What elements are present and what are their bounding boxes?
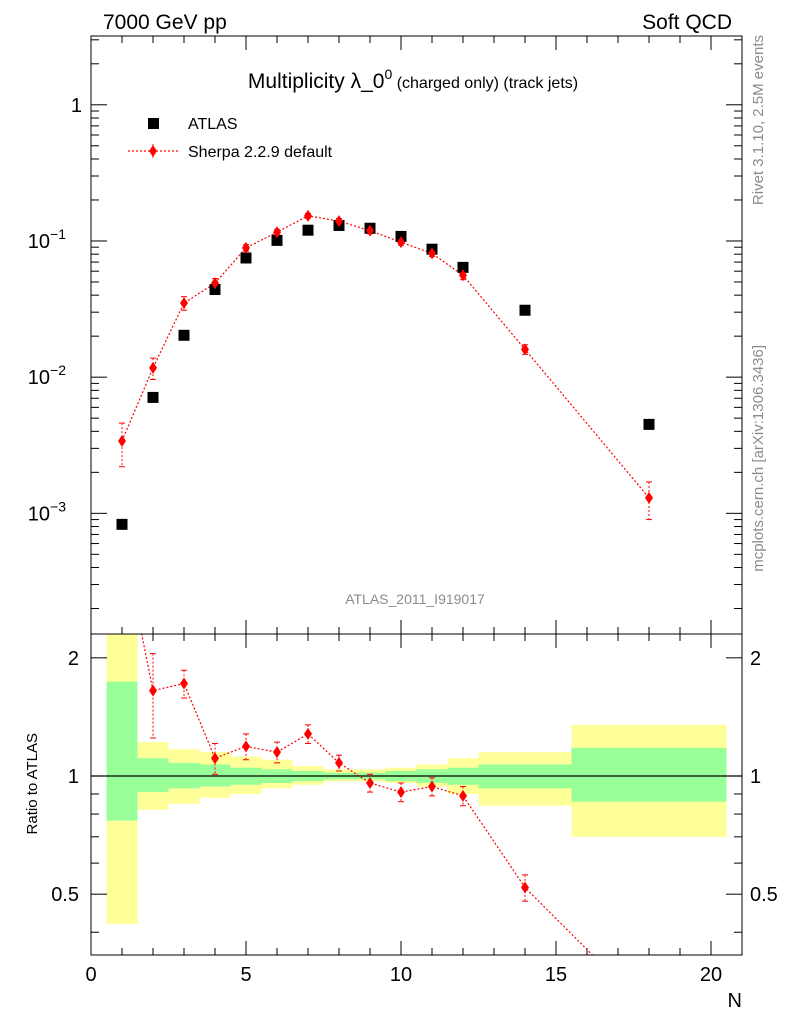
legend-atlas-label: ATLAS [188,116,238,133]
ratio-panel [91,634,742,955]
ratio-data-point [521,881,529,894]
x-tick-label: 0 [85,964,96,986]
atlas-data-point [209,284,221,296]
sherpa-data-point [149,361,157,374]
ratio-data-point [242,740,250,753]
analysis-label: ATLAS_2011_I919017 [345,591,485,607]
sherpa-data-point [645,491,653,504]
legend-sherpa-marker [149,145,157,157]
sherpa-data-point [242,241,250,254]
ratio-data-point [180,677,188,690]
ratio-y-tick-label-left: 0.5 [51,884,79,906]
x-tick-label: 5 [240,964,251,986]
sherpa-data-point [335,215,343,228]
ratio-data-point [335,756,343,769]
ratio-y-tick-label-right: 0.5 [750,884,778,906]
chart-title-superscript: 0 [384,66,392,82]
ratio-data-point [459,789,467,802]
legend: ATLAS Sherpa 2.2.9 default [128,116,333,161]
ratio-data-point [366,776,374,789]
ratio-data-point [273,746,281,759]
mcplots-label: mcplots.cern.ch [arXiv:1306.3436] [750,345,767,572]
chart-title-tail: (charged only) (track jets) [392,75,578,92]
ratio-band-stat [106,681,138,821]
sherpa-data-point [180,297,188,310]
ratio-y-tick-label-right: 1 [750,766,761,788]
sherpa-line [121,215,650,499]
sherpa-data-point [521,343,529,356]
ratio-y-axis-label: Ratio to ATLAS [24,733,41,834]
ratio-data-point [304,727,312,740]
ratio-panel-frame [90,633,743,956]
ratio-data-point [397,786,405,799]
rivet-version-label: Rivet 3.1.10, 2.5M events [750,35,767,205]
atlas-data-point [147,391,159,403]
sherpa-data-point [273,226,281,239]
sherpa-data-point [397,236,405,249]
atlas-data-point [302,224,314,236]
atlas-data-point [116,518,128,530]
atlas-data-point [240,252,252,264]
chart-title-main: Multiplicity λ_0 [248,70,385,93]
ratio-data-point [428,780,436,793]
ratio-y-tick-label-left: 1 [68,766,79,788]
sherpa-data-point [428,247,436,260]
x-tick-label: 10 [390,964,412,986]
ratio-band-stat [571,747,727,802]
x-axis-label: N [728,990,742,1012]
atlas-data-point [178,329,190,341]
chart-title: Multiplicity λ_00 (charged only) (track … [248,66,578,93]
ratio-sherpa-line [141,634,594,955]
ratio-y-tick-label-left: 2 [68,648,79,670]
ratio-y-tick-label-right: 2 [750,648,761,670]
sherpa-data-point [304,209,312,222]
header-category-label: Soft QCD [642,11,732,34]
atlas-data-point [643,418,655,430]
x-tick-label: 20 [700,964,722,986]
main-panel [90,36,743,955]
atlas-data-point [271,234,283,246]
main-y-tick-label: 1 [71,95,82,117]
ratio-band-stat [137,758,169,793]
atlas-data-point [457,261,469,273]
sherpa-data-point [118,434,126,447]
legend-sherpa-label: Sherpa 2.2.9 default [188,144,333,161]
ratio-data-point [149,684,157,697]
atlas-data-point [519,304,531,316]
header-energy-label: 7000 GeV pp [103,11,227,34]
legend-atlas-marker [148,118,159,129]
x-tick-label: 15 [545,964,567,986]
sherpa-data-point [211,277,219,290]
sherpa-data-point [459,269,467,282]
ratio-data-point [211,752,219,765]
sherpa-data-point [366,224,374,237]
main-y-tick-label: 10−2 [28,362,66,389]
